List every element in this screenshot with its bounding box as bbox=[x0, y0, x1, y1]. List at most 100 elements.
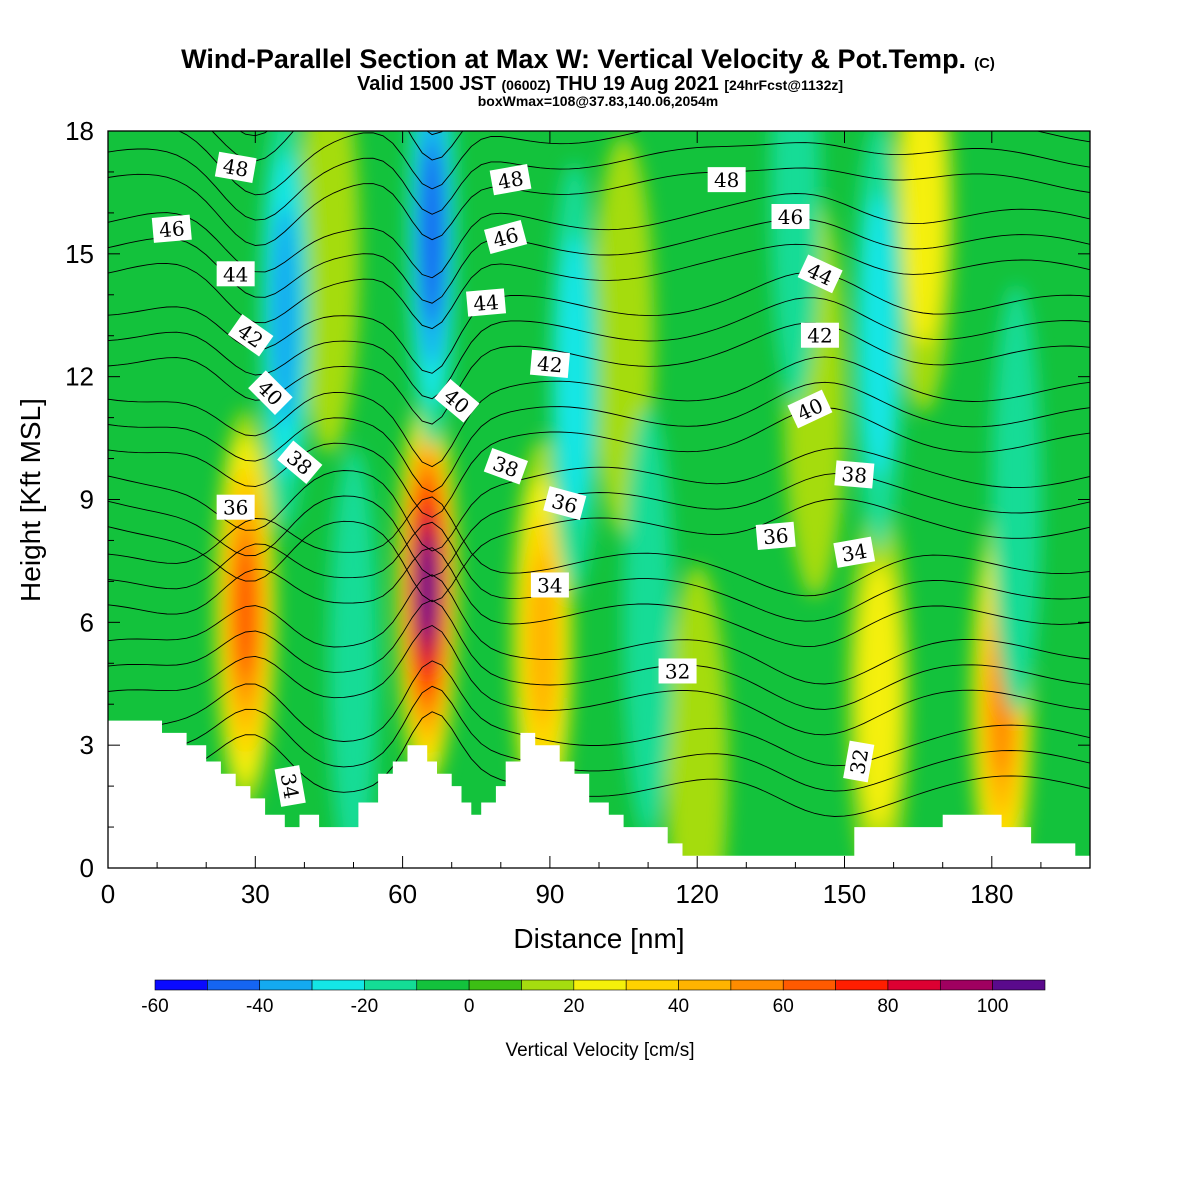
x-tick-label: 90 bbox=[535, 879, 564, 909]
contour-label-box bbox=[530, 572, 569, 598]
contour-label-box bbox=[216, 494, 255, 520]
theta-contour-line bbox=[108, 685, 1090, 792]
contour-label-text: 38 bbox=[841, 462, 868, 488]
contour-label-text: 46 bbox=[158, 216, 185, 242]
y-tick-label: 15 bbox=[65, 239, 94, 269]
contour-label-text: 34 bbox=[537, 573, 562, 597]
y-tick-label: 9 bbox=[80, 485, 94, 515]
updraft-cell bbox=[418, 538, 437, 641]
downdraft-cell bbox=[270, 205, 299, 425]
contour-label-text: 32 bbox=[665, 659, 690, 683]
y-tick-label: 12 bbox=[65, 362, 94, 392]
terrain bbox=[108, 720, 1090, 868]
contour-label-text: 48 bbox=[496, 166, 525, 194]
theta-contour-line bbox=[108, 218, 1090, 304]
x-tick-label: 120 bbox=[676, 879, 719, 909]
contour-label-text: 36 bbox=[223, 496, 248, 520]
contour-label-box bbox=[543, 486, 587, 521]
contour-label-text: 44 bbox=[472, 290, 499, 316]
contour-label-box bbox=[787, 389, 833, 429]
contour-label: 38 bbox=[834, 460, 875, 489]
colorbar-tick-label: -40 bbox=[246, 996, 273, 1017]
colorbar-tick-label: 80 bbox=[877, 996, 898, 1017]
contour-label-box bbox=[771, 203, 810, 229]
contour-label: 42 bbox=[800, 322, 839, 348]
colorbar: -60 -40 -20 0 20 40 60 80 100 bbox=[141, 979, 1046, 1017]
x-tick-label: 150 bbox=[823, 879, 866, 909]
colorbar-swatch bbox=[311, 979, 365, 991]
contour-label: 48 bbox=[214, 151, 257, 183]
contour-label: 32 bbox=[658, 658, 697, 684]
contour-label-box bbox=[834, 460, 875, 489]
theta-contour-line bbox=[108, 271, 1090, 374]
theta-contour-line bbox=[108, 547, 1090, 648]
contour-label: 36 bbox=[755, 521, 796, 550]
colorbar-tick-label: -60 bbox=[141, 996, 168, 1017]
contour-label-box bbox=[434, 379, 480, 423]
contour-label-text: 46 bbox=[778, 205, 803, 229]
colorbar-swatch bbox=[416, 979, 470, 991]
contour-label-box bbox=[707, 167, 746, 193]
theta-contour-line bbox=[108, 243, 1090, 330]
chart-subtitle: Valid 1500 JST (0600Z) THU 19 Aug 2021 [… bbox=[357, 73, 843, 95]
colorbar-swatch bbox=[887, 979, 941, 991]
contour-label-text: 48 bbox=[714, 168, 739, 192]
contour-label-box bbox=[277, 440, 323, 485]
colorbar-tick-label: 20 bbox=[563, 996, 584, 1017]
theta-contour-line bbox=[108, 193, 1090, 279]
theta-contour-line bbox=[108, 574, 1090, 685]
colorbar-label: Vertical Velocity [cm/s] bbox=[505, 1040, 694, 1061]
y-tick-label: 3 bbox=[80, 730, 94, 760]
colorbar-tick-label: 40 bbox=[668, 996, 689, 1017]
contour-label-text: 34 bbox=[276, 771, 304, 800]
x-tick-label: 60 bbox=[388, 879, 417, 909]
theta-contour-line bbox=[108, 624, 1090, 736]
theta-contour-line bbox=[211, 131, 464, 162]
contour-label: 34 bbox=[530, 572, 569, 598]
x-axis-label: Distance [nm] bbox=[513, 923, 684, 954]
colorbar-swatch bbox=[521, 979, 575, 991]
colorbar-swatch bbox=[573, 979, 627, 991]
contour-label-text: 48 bbox=[221, 154, 250, 182]
contour-label-box bbox=[833, 536, 876, 568]
theta-contour-line bbox=[108, 167, 1090, 246]
colorbar-tick-label: 0 bbox=[464, 996, 475, 1017]
velocity-field bbox=[214, 131, 1042, 868]
downdraft-cell bbox=[861, 193, 897, 478]
colorbar-swatch bbox=[939, 979, 993, 991]
contour-label-box bbox=[489, 164, 532, 196]
contour-label-box bbox=[151, 214, 192, 243]
theta-contour-line bbox=[108, 297, 1090, 400]
downdraft-cell bbox=[623, 407, 674, 838]
theta-contour-line bbox=[108, 407, 1090, 518]
contour-label-box bbox=[483, 448, 529, 485]
contour-label-text: 44 bbox=[223, 262, 248, 286]
theta-contour-line bbox=[108, 496, 1090, 597]
contour-label-box bbox=[227, 314, 274, 357]
colorbar-swatch bbox=[259, 979, 313, 991]
contour-label-box bbox=[483, 219, 528, 254]
theta-contour-line bbox=[108, 473, 1090, 577]
colorbar-tick-label: 60 bbox=[773, 996, 794, 1017]
contour-label-box bbox=[248, 370, 293, 415]
theta-contour-line bbox=[108, 356, 1090, 468]
contour-label-text: 32 bbox=[845, 747, 873, 776]
theta-contour-line bbox=[108, 142, 1090, 221]
theta-contour-line bbox=[108, 498, 1090, 603]
theta-contour-line bbox=[108, 521, 1090, 622]
contour-label-box bbox=[466, 288, 507, 317]
contour-label-box bbox=[843, 740, 875, 783]
contour-label-box bbox=[658, 658, 697, 684]
updraft-cell bbox=[666, 565, 729, 868]
contour-label-box bbox=[274, 765, 306, 807]
contour-label: 44 bbox=[466, 288, 507, 317]
contour-label: 46 bbox=[771, 203, 810, 229]
theta-contour-line bbox=[178, 131, 1090, 196]
contour-label: 36 bbox=[216, 494, 255, 520]
contour-label: 46 bbox=[151, 214, 192, 243]
contour-label-text: 42 bbox=[807, 324, 832, 348]
contour-label-box bbox=[529, 349, 570, 378]
contour-label-text: 34 bbox=[840, 539, 869, 567]
contour-label-text: 42 bbox=[536, 351, 563, 377]
